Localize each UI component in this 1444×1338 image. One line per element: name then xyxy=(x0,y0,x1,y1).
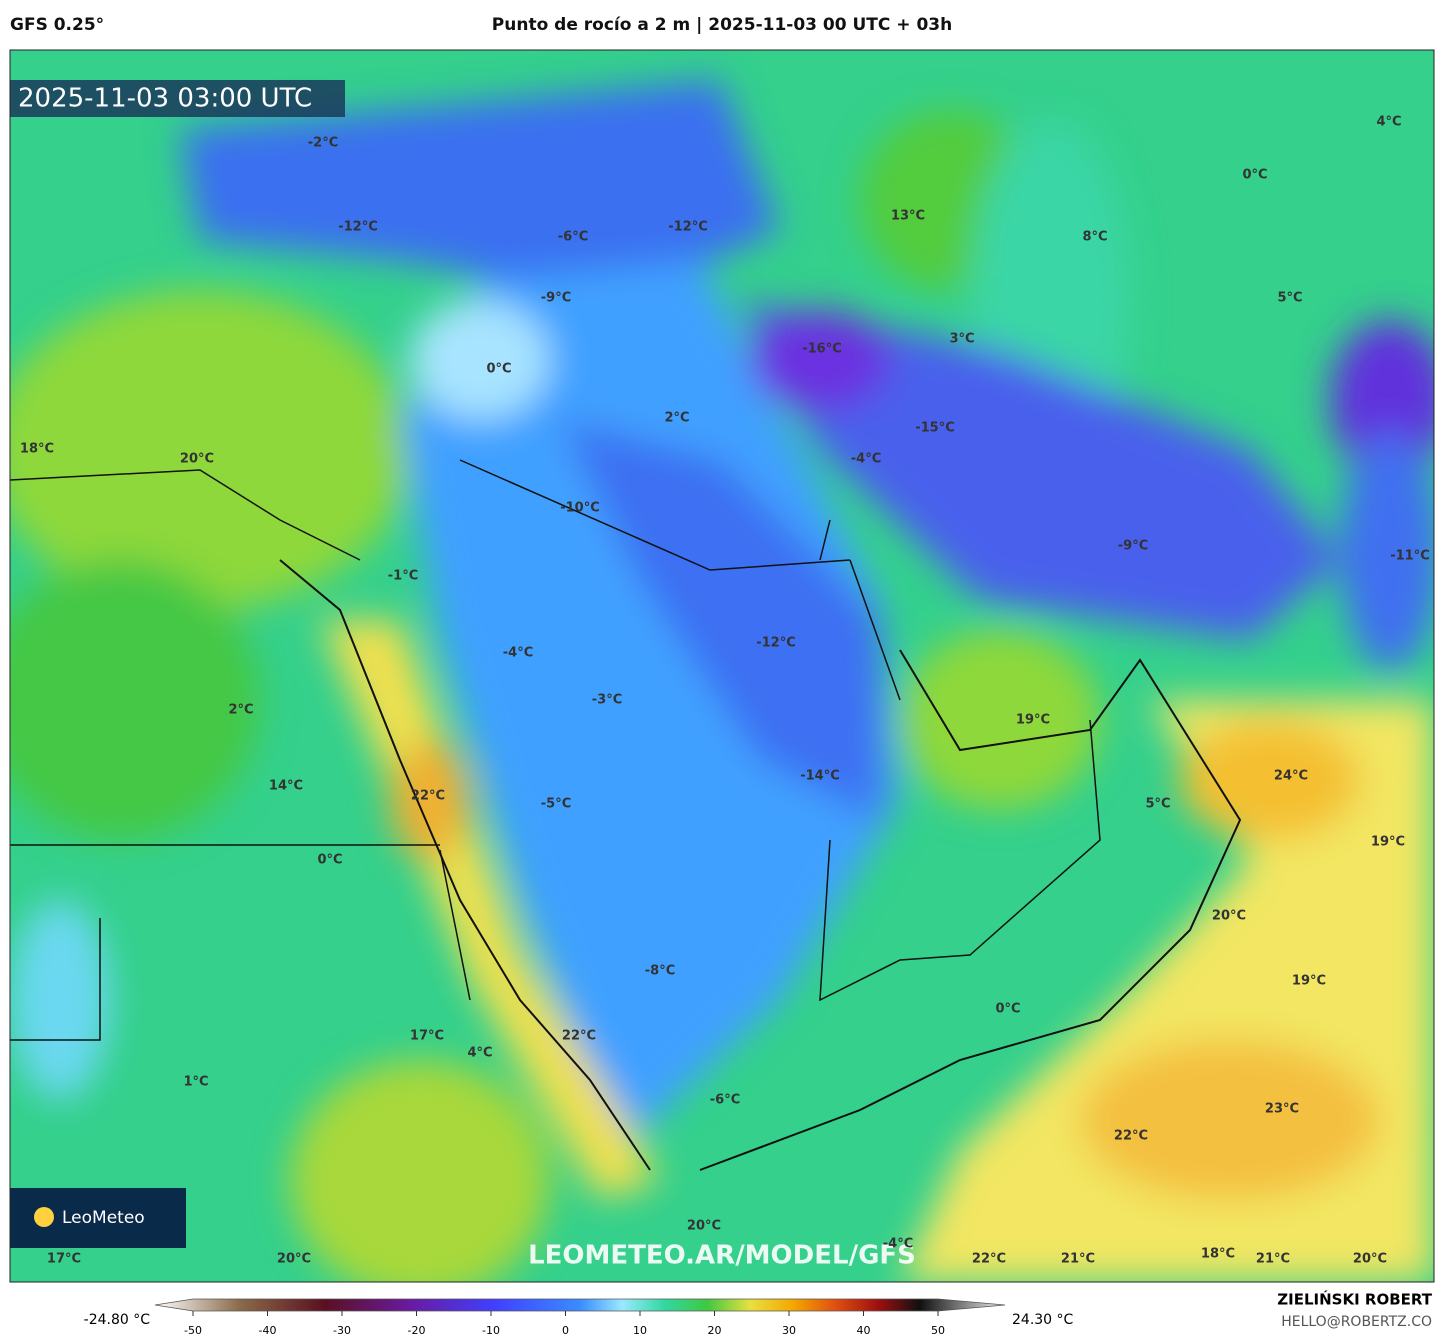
colorbar-tick-label: -30 xyxy=(333,1324,351,1337)
logo: LeoMeteo xyxy=(62,1208,145,1228)
colorbar: -24.80 °C 24.30 °C -50 -40 -30 -20 -10 0 10 20 3… xyxy=(84,1298,1074,1337)
map-label: -4°C xyxy=(503,646,533,661)
map-label: -12°C xyxy=(338,220,378,235)
map-label: 22°C xyxy=(411,789,445,804)
valid-time: 2025-11-03 03:00 UTC xyxy=(18,84,312,114)
colorbar-tick-label: 30 xyxy=(782,1324,796,1337)
map-label: -4°C xyxy=(851,452,881,467)
map-label: 2°C xyxy=(664,411,689,426)
map-label: -4°C xyxy=(883,1237,913,1252)
map-frame xyxy=(9,49,1435,1283)
map-label: 22°C xyxy=(1114,1129,1148,1144)
map-label: 3°C xyxy=(949,332,974,347)
map-label: 20°C xyxy=(180,452,214,467)
map-label: 22°C xyxy=(972,1252,1006,1267)
map-label: 4°C xyxy=(467,1046,492,1061)
credit-email: HELLO@ROBERTZ.CO xyxy=(1281,1314,1432,1330)
map-label: 2°C xyxy=(228,703,253,718)
map-label: 1°C xyxy=(183,1075,208,1090)
map-label: 8°C xyxy=(1082,230,1107,245)
map-label: -8°C xyxy=(645,964,675,979)
map-label: -1°C xyxy=(388,569,418,584)
map-label: 13°C xyxy=(891,209,925,224)
map-label: 20°C xyxy=(277,1252,311,1267)
map-label: 18°C xyxy=(1201,1247,1235,1262)
colorbar-tick-label: -10 xyxy=(482,1324,500,1337)
map-label: -5°C xyxy=(541,797,571,812)
map-label: 19°C xyxy=(1292,974,1326,989)
credit-name: ZIELIŃSKI ROBERT xyxy=(1277,1290,1432,1309)
watermark: LEOMETEO.AR/MODEL/GFS xyxy=(528,1241,916,1271)
map-label: 5°C xyxy=(1277,291,1302,306)
map-label: -9°C xyxy=(541,291,571,306)
map-label: -9°C xyxy=(1118,539,1148,554)
map-label: -6°C xyxy=(710,1093,740,1108)
map-label: -14°C xyxy=(800,769,840,784)
map-label: 0°C xyxy=(995,1002,1020,1017)
map-label: -6°C xyxy=(558,230,588,245)
map-label: -12°C xyxy=(756,636,796,651)
map-label: 14°C xyxy=(269,779,303,794)
map-label: 4°C xyxy=(1376,115,1401,130)
map-label: -10°C xyxy=(560,501,600,516)
map-label: 24°C xyxy=(1274,769,1308,784)
colorbar-min: -24.80 °C xyxy=(84,1312,151,1328)
map-label: 17°C xyxy=(410,1029,444,1044)
map-label: 19°C xyxy=(1016,713,1050,728)
map-label: 20°C xyxy=(687,1219,721,1234)
map-label: -3°C xyxy=(592,693,622,708)
map-label: 18°C xyxy=(20,442,54,457)
map-label: -12°C xyxy=(668,220,708,235)
colorbar-max: 24.30 °C xyxy=(1012,1312,1074,1328)
colorbar-tick-label: 20 xyxy=(708,1324,722,1337)
colorbar-tick-label: 10 xyxy=(633,1324,647,1337)
map-label: 21°C xyxy=(1061,1252,1095,1267)
map-label: 17°C xyxy=(47,1252,81,1267)
colorbar-tick-label: 0 xyxy=(562,1324,569,1337)
model-name: GFS 0.25° xyxy=(10,15,104,35)
map-label: 5°C xyxy=(1145,797,1170,812)
map-label: 21°C xyxy=(1256,1252,1290,1267)
map-labels: -2°C -12°C -6°C -12°C 13°C 4°C 0°C 8°C -9°C 5°C 3°… xyxy=(20,115,1430,1267)
map-label: -11°C xyxy=(1390,549,1430,564)
map-label: -16°C xyxy=(802,342,842,357)
colorbar-tick-label: 40 xyxy=(857,1324,871,1337)
map-label: 0°C xyxy=(486,362,511,377)
map-label: 20°C xyxy=(1353,1252,1387,1267)
map-label: 23°C xyxy=(1265,1102,1299,1117)
map-label: 22°C xyxy=(562,1029,596,1044)
map-label: -15°C xyxy=(915,421,955,436)
colorbar-tick-label: 50 xyxy=(931,1324,945,1337)
map-label: 0°C xyxy=(317,853,342,868)
colorbar-tick-label: -50 xyxy=(184,1324,202,1337)
map-label: -2°C xyxy=(308,136,338,151)
map-label: 20°C xyxy=(1212,909,1246,924)
map-title: Punto de rocío a 2 m | 2025-11-03 00 UTC… xyxy=(492,15,952,35)
map-label: 19°C xyxy=(1371,835,1405,850)
map-label: 0°C xyxy=(1242,168,1267,183)
map: 2025-11-03 03:00 UTC LeoMeteo LEOMETEO.A… xyxy=(10,50,1434,1282)
colorbar-tick-label: -20 xyxy=(408,1324,426,1337)
colorbar-tick-label: -40 xyxy=(259,1324,277,1337)
